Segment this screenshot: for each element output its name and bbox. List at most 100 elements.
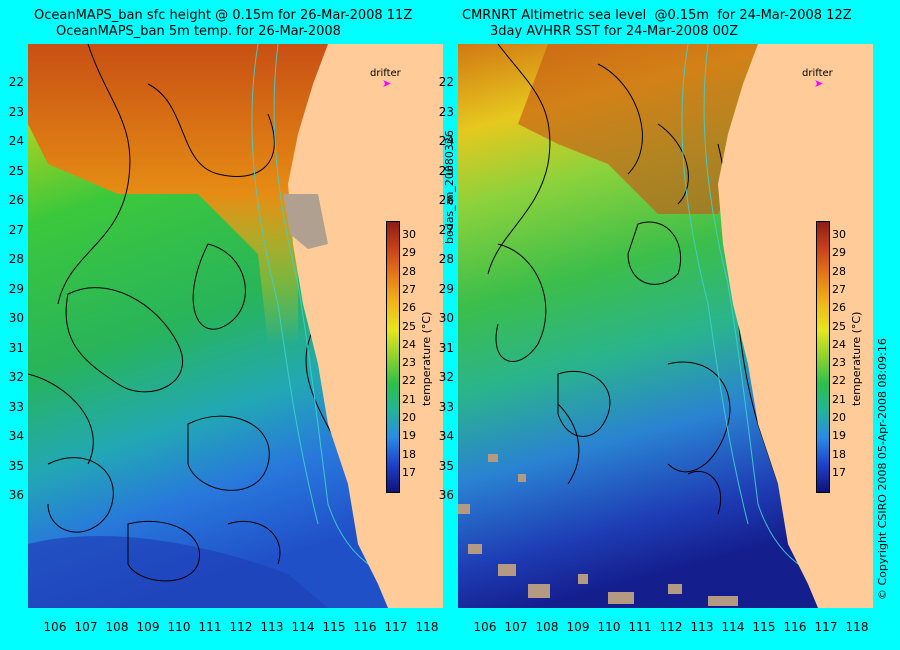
lon-tick-right: 108 <box>535 620 559 634</box>
left-drifter-marker: ➤ <box>382 77 392 90</box>
colorbar-tick: 22 <box>402 374 416 388</box>
colorbar-tick: 27 <box>402 282 416 296</box>
right-colorbar-label: temperature (°C) <box>850 311 863 406</box>
lat-tick-right: 27 <box>438 222 454 237</box>
colorbar-tick: 30 <box>402 228 416 241</box>
lon-tick-left: 112 <box>229 620 253 634</box>
lat-tick-right: 24 <box>438 134 454 148</box>
colorbar-tick: 22 <box>832 374 846 388</box>
lat-tick-left: 30 <box>8 311 24 325</box>
colorbar-tick: 26 <box>402 301 416 315</box>
colorbar-tick: 25 <box>832 319 846 333</box>
colorbar-tick: 18 <box>832 447 846 461</box>
lon-tick-left: 106 <box>43 620 67 634</box>
lon-tick-right: 112 <box>659 620 683 634</box>
lat-tick-left: 35 <box>8 458 24 473</box>
colorbar-tick: 20 <box>832 411 846 424</box>
colorbar-tick: 27 <box>832 282 846 296</box>
lon-tick-right: 109 <box>566 620 590 634</box>
isobaths <box>681 44 873 590</box>
colorbar-tick: 19 <box>402 429 416 443</box>
colorbar-tick: 21 <box>832 392 846 406</box>
colorbar-tick: 21 <box>402 392 416 406</box>
colorbar-tick: 29 <box>402 246 416 260</box>
colorbar-tick: 23 <box>402 356 416 370</box>
colorbar-tick: 17 <box>832 465 846 479</box>
colorbar-tick: 28 <box>832 264 846 278</box>
copyright-label: © Copyright CSIRO 2008 05-Apr-2008 08:09… <box>876 338 889 600</box>
cool-water-patch <box>28 535 328 608</box>
lat-tick-left: 23 <box>8 104 24 119</box>
lat-tick-left: 34 <box>8 429 24 443</box>
lat-tick-left: 25 <box>8 163 24 178</box>
lon-tick-right: 117 <box>814 620 838 634</box>
lon-tick-left: 114 <box>291 620 315 634</box>
lon-tick-right: 114 <box>721 620 745 634</box>
left-colorbar-label: temperature (°C) <box>420 311 433 406</box>
lon-tick-left: 118 <box>415 620 439 634</box>
lat-tick-right: 36 <box>438 488 454 502</box>
lat-tick-left: 31 <box>8 340 24 355</box>
land-mask <box>718 44 873 608</box>
lon-tick-left: 111 <box>198 620 222 634</box>
colorbar-tick: 18 <box>402 447 416 461</box>
lat-tick-right: 29 <box>438 281 454 296</box>
lon-tick-right: 116 <box>783 620 807 634</box>
isobaths <box>251 44 443 590</box>
colorbar-tick: 24 <box>402 337 416 351</box>
lat-tick-left: 26 <box>8 193 24 207</box>
colorbar-tick: 23 <box>832 356 846 370</box>
lat-tick-right: 35 <box>438 458 454 473</box>
lat-tick-left: 22 <box>8 75 24 89</box>
left-sst-map <box>28 44 443 608</box>
colorbar-tick: 25 <box>402 319 416 333</box>
lat-tick-right: 26 <box>438 193 454 207</box>
lat-tick-right: 22 <box>438 75 454 89</box>
right-sst-map <box>458 44 873 608</box>
right-title-line1: CMRNRT Altimetric sea level @0.15m for 2… <box>462 8 852 23</box>
left-title-line2: OceanMAPS_ban 5m temp. for 26-Mar-2008 <box>56 24 341 39</box>
lon-tick-left: 113 <box>260 620 284 634</box>
lat-tick-left: 28 <box>8 252 24 266</box>
warm-water-region <box>28 44 358 344</box>
lat-tick-right: 34 <box>438 429 454 443</box>
lat-tick-right: 33 <box>438 399 454 414</box>
lat-tick-left: 29 <box>8 281 24 296</box>
colorbar-tick: 24 <box>832 337 846 351</box>
left-title-line1: OceanMAPS_ban sfc height @ 0.15m for 26-… <box>34 8 413 23</box>
left-drifter-label: drifter <box>370 68 401 79</box>
lat-tick-right: 28 <box>438 252 454 266</box>
right-title-line2: 3day AVHRR SST for 24-Mar-2008 00Z <box>490 24 739 39</box>
lon-tick-right: 107 <box>504 620 528 634</box>
lon-tick-left: 117 <box>384 620 408 634</box>
land-speckle <box>458 454 738 606</box>
lat-tick-left: 36 <box>8 488 24 502</box>
right-drifter-marker: ➤ <box>814 77 824 90</box>
estuary-land <box>283 194 328 249</box>
lat-tick-left: 27 <box>8 222 24 237</box>
lat-tick-left: 32 <box>8 370 24 384</box>
lon-tick-right: 111 <box>628 620 652 634</box>
colorbar-tick: 28 <box>402 264 416 278</box>
lon-tick-right: 110 <box>597 620 621 634</box>
colorbar-tick: 20 <box>402 411 416 424</box>
lat-tick-left: 24 <box>8 134 24 148</box>
lon-tick-left: 115 <box>322 620 346 634</box>
colorbar-tick: 17 <box>402 465 416 479</box>
lat-tick-left: 33 <box>8 399 24 414</box>
lon-tick-right: 113 <box>690 620 714 634</box>
left-colorbar <box>386 221 400 493</box>
lon-tick-right: 115 <box>752 620 776 634</box>
lat-tick-right: 31 <box>438 340 454 355</box>
lat-tick-right: 32 <box>438 370 454 384</box>
colorbar-tick: 19 <box>832 429 846 443</box>
lon-tick-left: 109 <box>136 620 160 634</box>
lon-tick-left: 107 <box>74 620 98 634</box>
lon-tick-left: 110 <box>167 620 191 634</box>
colorbar-tick: 26 <box>832 301 846 315</box>
right-colorbar <box>816 221 830 493</box>
lon-tick-right: 106 <box>473 620 497 634</box>
land-mask <box>288 44 443 608</box>
lat-tick-right: 23 <box>438 104 454 119</box>
colorbar-tick: 29 <box>832 246 846 260</box>
